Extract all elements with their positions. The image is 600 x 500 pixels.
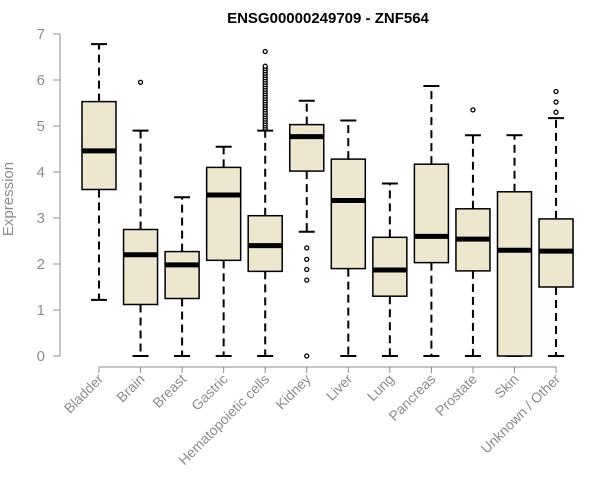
x-tick-label: Brain (113, 371, 147, 405)
outlier-point (137, 79, 144, 85)
iqr-box (205, 166, 242, 262)
x-tick-label: Breast (149, 371, 189, 411)
y-tick-label: 0 (37, 348, 45, 365)
box-liver (330, 119, 367, 357)
box-lung (372, 182, 408, 357)
box-unknown-other (538, 88, 574, 357)
x-tick-label: Bladder (61, 371, 107, 417)
x-tick-label: Liver (323, 371, 356, 404)
iqr-box (330, 158, 367, 270)
box-prostate (455, 107, 491, 357)
y-tick-label: 1 (37, 302, 45, 319)
outlier-point (553, 88, 559, 95)
box-bladder (81, 43, 117, 301)
box-pancreas (413, 84, 450, 357)
outlier-point (553, 99, 559, 105)
box-brain (122, 79, 159, 357)
iqr-box (289, 123, 325, 172)
y-tick-label: 7 (37, 26, 45, 43)
boxes (81, 43, 574, 359)
iqr-box (413, 163, 450, 264)
outlier-point (304, 353, 310, 359)
iqr-box (81, 100, 117, 191)
box-skin (496, 134, 533, 357)
outlier-point (262, 48, 268, 55)
x-tick-label: Kidney (272, 371, 314, 413)
outlier-point (304, 277, 310, 283)
iqr-box (496, 191, 533, 357)
box-breast (164, 196, 200, 357)
outlier-point (304, 266, 310, 273)
box-gastric (205, 145, 242, 357)
outlier-point (304, 245, 310, 251)
x-tick-label: Unknown / Other (478, 371, 564, 457)
y-tick-label: 6 (37, 72, 45, 89)
x-tick-label: Skin (491, 371, 522, 402)
iqr-box (164, 250, 200, 300)
chart-title: ENSG00000249709 - ZNF564 (227, 10, 429, 27)
x-tick-label: Lung (364, 371, 397, 404)
box-kidney (289, 99, 325, 359)
y-tick-label: 2 (37, 256, 45, 273)
outlier-point (262, 63, 268, 69)
outlier-point (304, 256, 310, 263)
y-tick-label: 5 (37, 118, 45, 135)
y-axis-label: Expression (0, 162, 17, 236)
outlier-point (553, 109, 559, 115)
box-hematopoietic-cells (247, 48, 283, 357)
outlier-point (470, 107, 476, 113)
iqr-box (372, 236, 408, 297)
axes: 0 1 2 3 4 5 6 7 (37, 26, 557, 368)
y-tick-label: 4 (37, 164, 45, 181)
iqr-box (122, 228, 159, 306)
x-tick-label: Prostate (432, 371, 480, 419)
y-tick-label: 3 (37, 210, 45, 227)
